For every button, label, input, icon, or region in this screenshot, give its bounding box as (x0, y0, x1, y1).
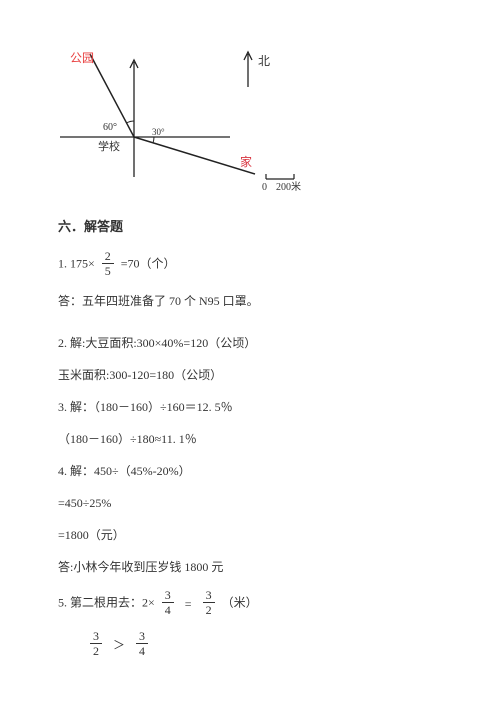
q5-compR-num: 3 (136, 630, 148, 644)
line-to-home (134, 137, 255, 174)
q1-expression: 1. 175× 2 5 =70（个） (58, 251, 452, 278)
q1-fraction: 2 5 (102, 250, 114, 277)
q3-line2: （180－160）÷180≈11. 1％ (58, 430, 452, 448)
angle-arc-60 (127, 121, 134, 123)
q5-compare-op: ＞ (113, 636, 125, 654)
angle-arc-30 (153, 137, 154, 143)
label-park: 公园 (70, 51, 94, 65)
q1-prefix: 1. 175× (58, 256, 95, 270)
q2-line1: 2. 解:大豆面积:300×40%=120（公顷） (58, 334, 452, 352)
q3-line1: 3. 解：（180－160）÷160＝12. 5％ (58, 398, 452, 416)
q4-line1: 4. 解：450÷（45%-20%） (58, 462, 452, 480)
q1-frac-den: 5 (102, 264, 114, 277)
q5-suffix: （米） (222, 595, 258, 609)
q1-frac-num: 2 (102, 250, 114, 264)
q5-fracA-num: 3 (162, 589, 174, 603)
q5-eq: = (185, 595, 192, 613)
q5-compare-right: 3 4 (136, 630, 148, 657)
q5-fracB: 3 2 (203, 589, 215, 616)
geometry-diagram: 公园 60° 30° 学校 家 北 0 200米 (40, 32, 340, 192)
q5-compL-den: 2 (90, 644, 102, 657)
q5-fracA-den: 4 (162, 603, 174, 616)
q4-line3: =1800（元） (58, 526, 452, 544)
label-scale-zero: 0 (262, 182, 267, 192)
q2-line2: 玉米面积:300-120=180（公顷） (58, 366, 452, 384)
q1-suffix: =70（个） (121, 256, 176, 270)
q5-compL-num: 3 (90, 630, 102, 644)
q5-expression: 5. 第二根用去：2× 3 4 = 3 2 （米） (58, 590, 452, 617)
section-heading: 六．解答题 (58, 216, 452, 235)
q4-line2: =450÷25% (58, 494, 452, 512)
q1-answer: 答：五年四班准备了 70 个 N95 口罩。 (58, 292, 452, 310)
label-north: 北 (258, 54, 270, 68)
label-angle-60: 60° (103, 122, 117, 133)
q5-prefix: 5. 第二根用去：2× (58, 595, 155, 609)
label-scale-end: 200米 (276, 180, 301, 192)
label-school: 学校 (98, 139, 120, 153)
q4-answer: 答:小林今年收到压岁钱 1800 元 (58, 558, 452, 576)
q5-compR-den: 4 (136, 644, 148, 657)
q5-compare: 3 2 ＞ 3 4 (58, 631, 452, 658)
q5-fracB-den: 2 (203, 603, 215, 616)
q5-compare-left: 3 2 (90, 630, 102, 657)
label-home: 家 (240, 154, 252, 169)
q5-fracB-num: 3 (203, 589, 215, 603)
label-angle-30: 30° (152, 127, 165, 137)
diagram-svg: 公园 60° 30° 学校 家 北 0 200米 (40, 32, 340, 192)
q5-fracA: 3 4 (162, 589, 174, 616)
